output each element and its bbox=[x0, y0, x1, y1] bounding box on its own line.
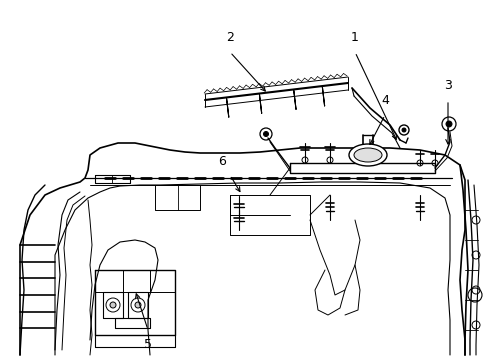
Circle shape bbox=[110, 302, 116, 308]
Ellipse shape bbox=[353, 148, 381, 162]
Circle shape bbox=[401, 128, 405, 132]
Text: 4: 4 bbox=[380, 94, 388, 107]
Circle shape bbox=[135, 302, 141, 308]
Circle shape bbox=[445, 121, 451, 127]
Text: 1: 1 bbox=[350, 31, 358, 44]
Text: 5: 5 bbox=[143, 338, 152, 351]
Text: 2: 2 bbox=[225, 31, 233, 44]
Circle shape bbox=[263, 131, 268, 136]
Text: 6: 6 bbox=[218, 155, 225, 168]
Text: 3: 3 bbox=[443, 79, 451, 92]
Ellipse shape bbox=[348, 144, 386, 166]
